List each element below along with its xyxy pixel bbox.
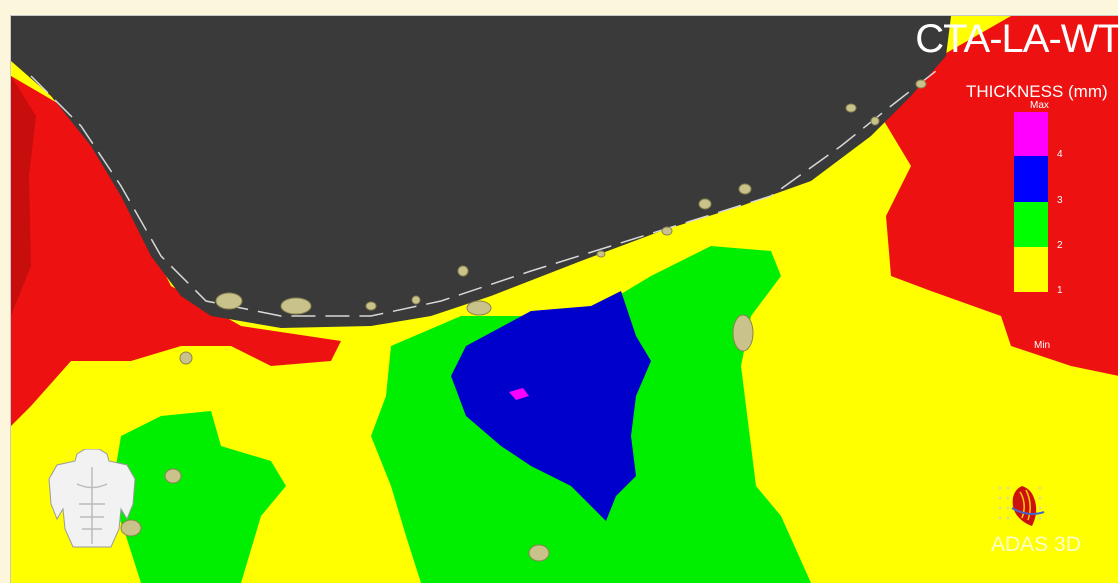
swatch-magenta [1014, 112, 1048, 156]
dark-cavity [11, 16, 951, 328]
region-green-left [111, 411, 286, 583]
marker [698, 198, 712, 210]
legend-tick: 1 [1057, 285, 1063, 296]
legend-tick: 4 [1057, 149, 1063, 160]
region-blue [451, 291, 651, 521]
marker [596, 250, 606, 258]
3d-viewport[interactable]: CTA-LA-WT THICKNESS (mm) Max 4 3 2 1 Min [10, 15, 1118, 583]
region-magenta [509, 388, 529, 400]
marker [179, 351, 193, 365]
torso-icon[interactable] [47, 449, 137, 549]
marker [280, 297, 312, 315]
swatch-blue [1014, 156, 1048, 202]
marker [528, 544, 550, 562]
marker [164, 468, 182, 484]
region-red-left [11, 76, 341, 426]
legend-title: THICKNESS (mm) [966, 82, 1108, 101]
marker [466, 300, 492, 316]
marker [457, 265, 469, 277]
swatch-green [1014, 202, 1048, 247]
marker-group [120, 79, 927, 562]
brand-name: ADAS 3D [991, 533, 1081, 556]
legend-min-label: Min [1034, 340, 1051, 351]
swatch-yellow [1014, 247, 1048, 292]
app-title: CTA-LA-WT [915, 17, 1118, 61]
legend-max-label: Max [1030, 100, 1049, 111]
marker [732, 314, 754, 352]
thickness-map[interactable] [11, 16, 1118, 583]
marker [365, 301, 377, 311]
legend-bar [1014, 112, 1048, 292]
marker [915, 79, 927, 89]
marker [661, 226, 673, 236]
marker [738, 183, 752, 195]
marker [215, 292, 243, 310]
marker [870, 116, 880, 126]
marker [845, 103, 857, 113]
region-red-right [881, 16, 1118, 376]
heart-logo-icon [998, 486, 1045, 526]
cavity-rim [30, 70, 937, 317]
legend-tick: 2 [1057, 240, 1063, 251]
marker [411, 295, 421, 305]
marker [120, 519, 142, 537]
legend-tick: 3 [1057, 195, 1063, 206]
